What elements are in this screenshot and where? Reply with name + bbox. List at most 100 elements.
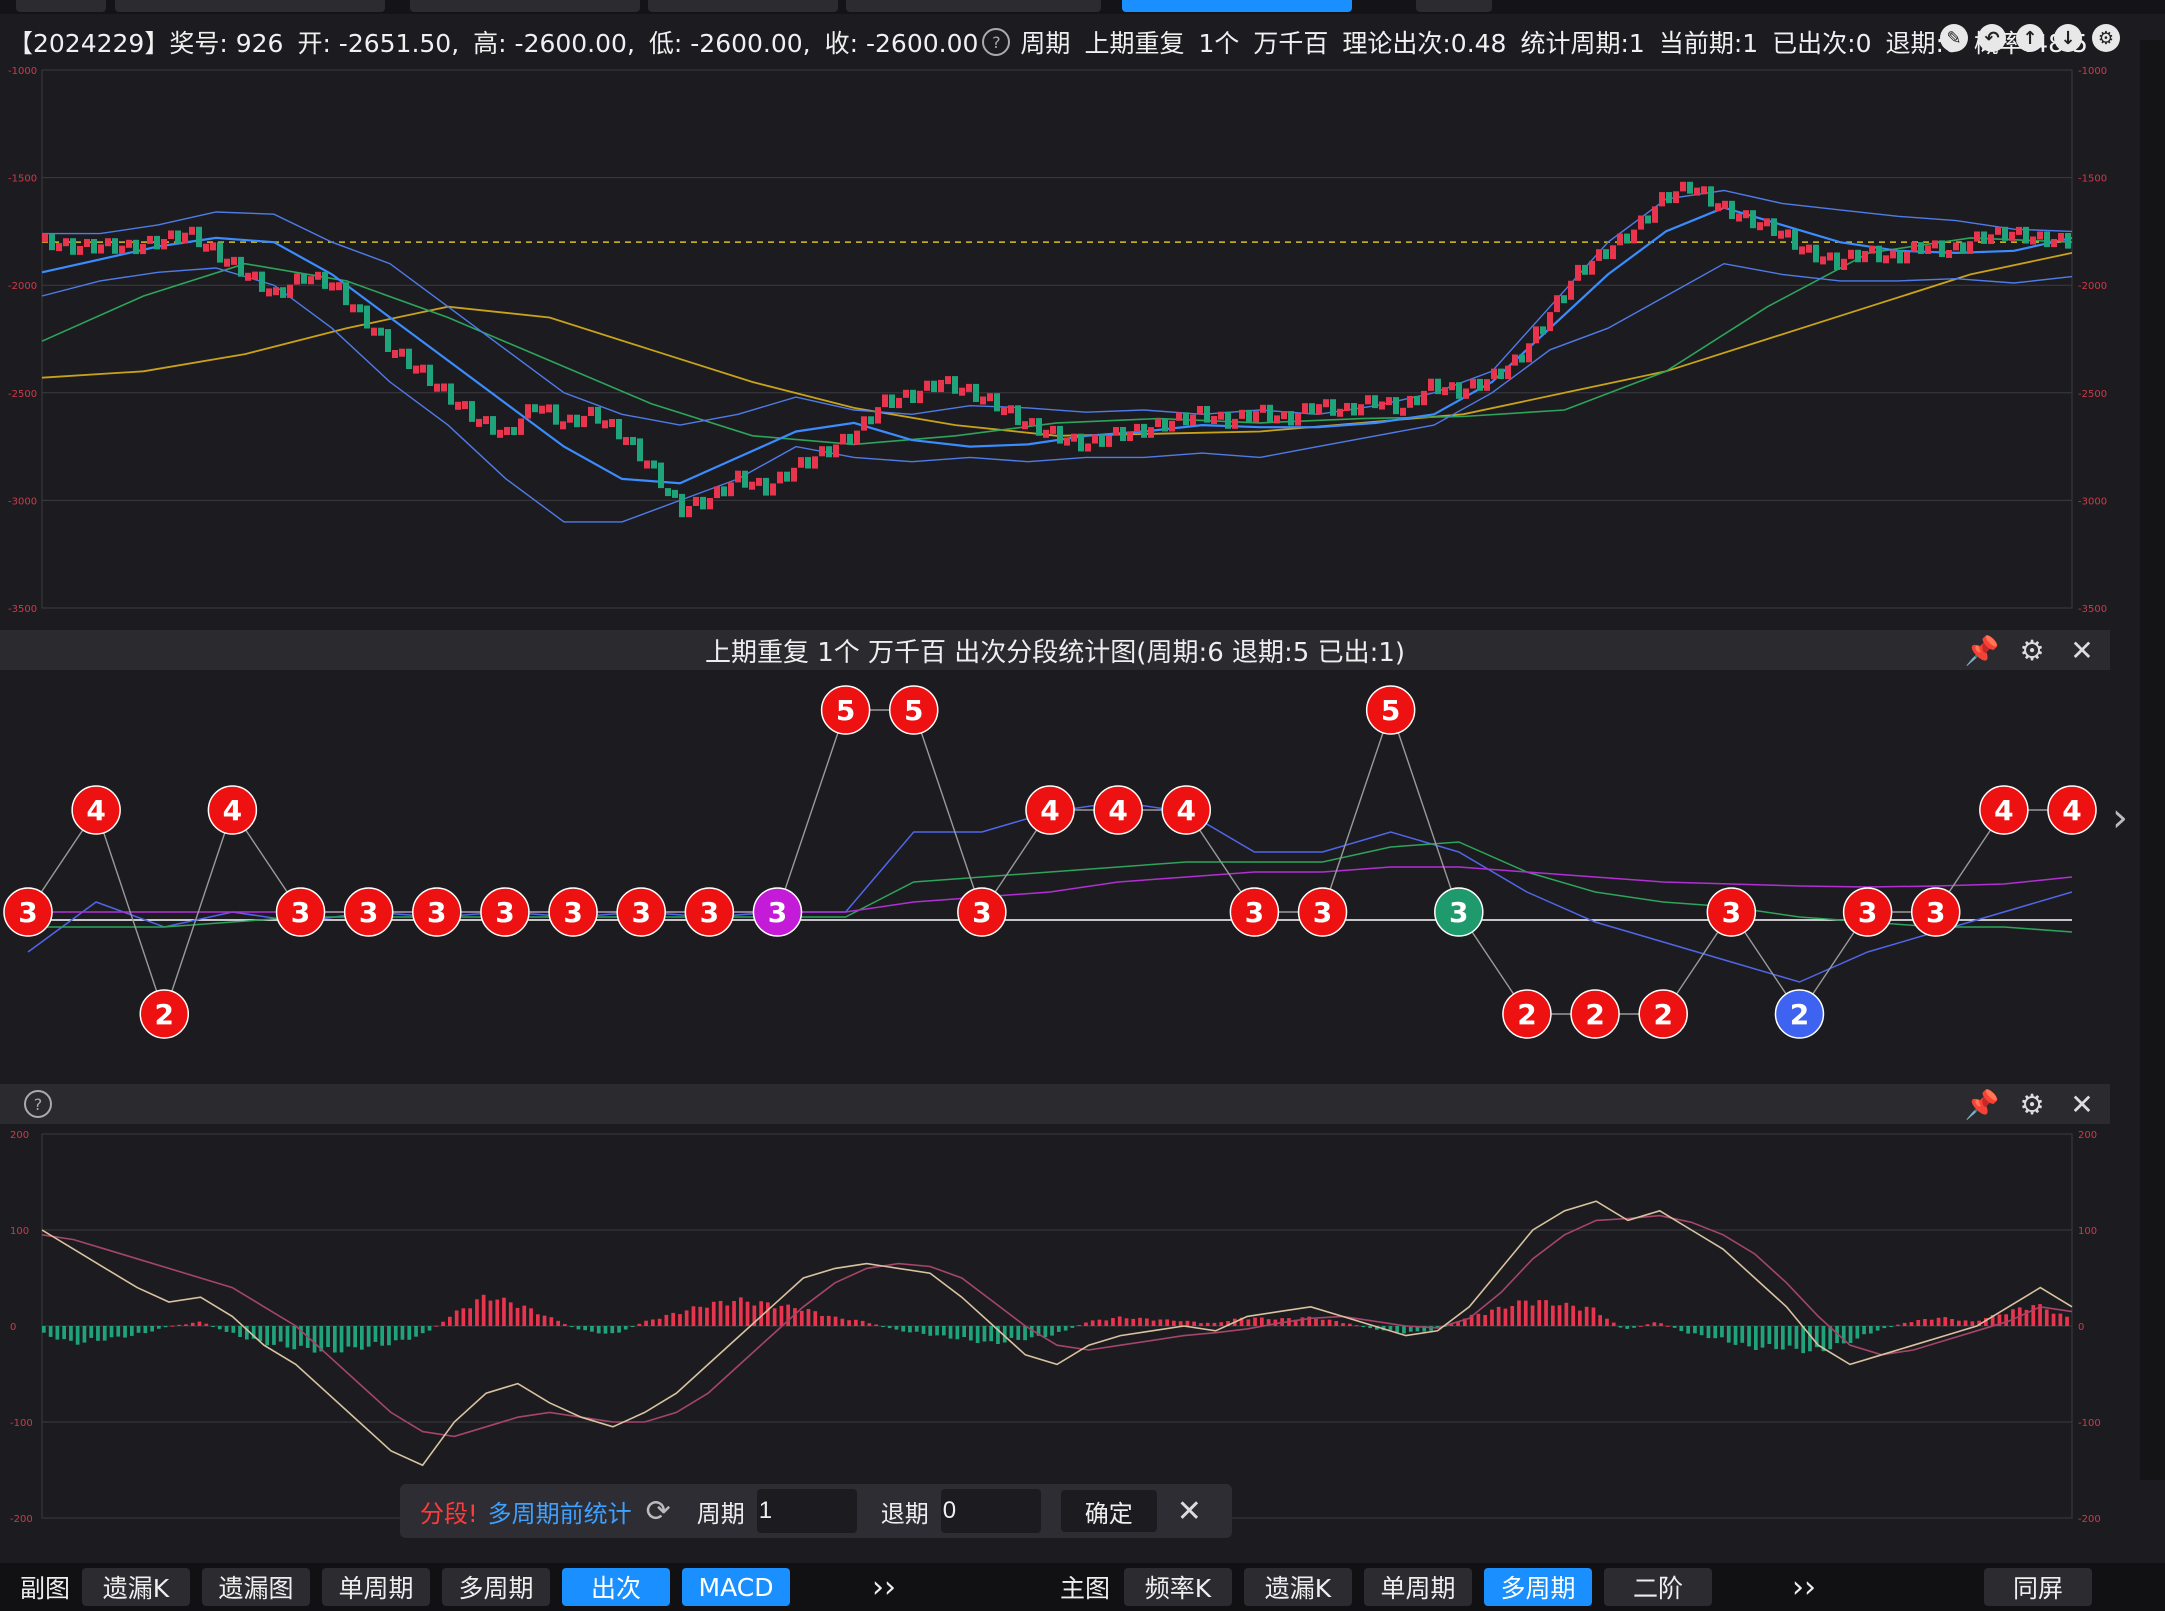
candle (756, 477, 762, 486)
candle (945, 376, 951, 385)
pin-icon[interactable]: 📌 (1964, 1087, 2000, 1121)
help-icon[interactable]: ? (24, 1090, 52, 1118)
gear-icon[interactable]: ⚙ (2019, 1087, 2045, 1121)
macd-bar (1503, 1308, 1508, 1326)
main-item-omit-k[interactable]: 遗漏K (1244, 1568, 1352, 1606)
low-value: 低: -2600.00, (648, 29, 811, 58)
macd-bar (1611, 1322, 1616, 1326)
sub-item-omit-k[interactable]: 遗漏K (82, 1568, 190, 1606)
segment-node-label: 2 (1585, 998, 1604, 1031)
tab-3[interactable] (648, 0, 838, 12)
segment-node-label: 3 (291, 896, 310, 929)
sub-item-omit-chart[interactable]: 遗漏图 (202, 1568, 310, 1606)
pin-icon[interactable]: 📌 (1964, 633, 2000, 667)
macd-bar (468, 1308, 472, 1326)
macd-bar (224, 1326, 229, 1332)
macd-bar (982, 1326, 987, 1342)
candle (1218, 411, 1224, 420)
segment-node-label: 3 (1926, 896, 1945, 929)
main-tick-label-left: -2000 (8, 281, 37, 292)
macd-bar (1023, 1326, 1027, 1341)
macd-bar (1070, 1326, 1075, 1328)
macd-bar (1314, 1319, 1318, 1326)
period-label[interactable]: 周期 (1020, 29, 1071, 58)
segment-nodes: 3 4 2 4 3 3 3 3 3 3 3 3 5 5 3 4 4 4 3 3 5 3 2 2 2 3 2 3 3 4 4 (3, 685, 2097, 1039)
tab-add[interactable] (1416, 0, 1492, 12)
macd-bar (272, 1326, 276, 1345)
main-item-multi-period[interactable]: 多周期 (1484, 1568, 1592, 1606)
macd-bar (1679, 1326, 1684, 1331)
arrow-down-icon[interactable]: ↓ (2054, 24, 2082, 52)
candle (217, 242, 223, 263)
candle (686, 506, 692, 518)
info-bar: 【2024229】奖号: 926 开: -2651.50, 高: -2600.0… (0, 20, 2120, 64)
sub-item-multi-period[interactable]: 多周期 (442, 1568, 550, 1606)
chart-controls: ✎ ↶ ↑ ↓ ⚙ (1940, 24, 2120, 52)
macd-bar (400, 1326, 405, 1340)
multi-stat-label[interactable]: 多周期前统计 (487, 1499, 632, 1528)
segment-node-label: 4 (1994, 794, 2013, 827)
candle (1246, 409, 1252, 423)
help-icon[interactable]: ? (982, 28, 1011, 56)
macd-bar (1720, 1326, 1724, 1338)
macd-bar (529, 1308, 533, 1326)
macd-bar (610, 1326, 615, 1334)
macd-bar (921, 1326, 926, 1334)
chevron-right-icon[interactable]: › (2112, 795, 2128, 841)
period-input[interactable] (756, 1489, 857, 1533)
macd-bar (1449, 1323, 1454, 1326)
main-item-freq-k[interactable]: 频率K (1124, 1568, 1232, 1606)
macd-bar (1111, 1318, 1115, 1326)
close-icon[interactable]: ✕ (2070, 1087, 2094, 1121)
macd-bar (508, 1302, 513, 1326)
segment-chart[interactable]: 3 4 2 4 3 3 3 3 3 3 3 3 5 5 3 4 4 4 3 3 5 3 2 2 2 3 2 3 3 4 4 (0, 672, 2110, 1082)
settings-icon[interactable]: ⚙ (2092, 24, 2120, 52)
gear-icon[interactable]: ⚙ (2019, 633, 2045, 667)
candle (714, 486, 720, 499)
macd-bar (1239, 1317, 1244, 1326)
sub-more-icon[interactable]: ›› (872, 1569, 896, 1605)
macd-bar (1862, 1326, 1866, 1335)
sub-item-macd[interactable]: MACD (682, 1568, 790, 1606)
same-screen-button[interactable]: 同屏 (1984, 1568, 2092, 1606)
refresh-icon[interactable]: ⟳ (645, 1493, 671, 1529)
candle (1407, 395, 1413, 408)
macd-bar (1178, 1321, 1183, 1326)
back-icon[interactable]: ↶ (1978, 24, 2006, 52)
main-more-icon[interactable]: ›› (1792, 1569, 1816, 1605)
tab-2[interactable] (410, 0, 640, 12)
confirm-button[interactable]: 确定 (1060, 1490, 1157, 1532)
main-item-single-period[interactable]: 单周期 (1364, 1568, 1472, 1606)
tab-1[interactable] (115, 0, 385, 12)
sub-item-single-period[interactable]: 单周期 (322, 1568, 430, 1606)
main-item-second-order[interactable]: 二阶 (1604, 1568, 1712, 1606)
macd-bar (170, 1325, 175, 1327)
main-chart[interactable]: -1000 -1500 -2000 -2500 -3000 -3500 -1000 -150… (0, 64, 2110, 624)
candle (280, 287, 286, 298)
candle (539, 405, 545, 414)
segment-label[interactable]: 分段! (420, 1499, 478, 1528)
back-input[interactable] (940, 1489, 1041, 1533)
edit-icon[interactable]: ✎ (1940, 24, 1968, 52)
tab-4[interactable] (846, 0, 1101, 12)
macd-bar (1327, 1319, 1332, 1326)
main-chart-label: 主图 (1060, 1574, 1111, 1603)
segment-node-label: 3 (18, 896, 37, 929)
candle (1701, 186, 1707, 195)
macd-chart[interactable]: 200 100 0 -100 -200 200 100 0 -100 -200 (0, 1126, 2110, 1526)
macd-bar (935, 1326, 939, 1336)
close-icon[interactable]: ✕ (2070, 633, 2094, 667)
tab-home[interactable] (16, 0, 106, 12)
arrow-up-icon[interactable]: ↑ (2016, 24, 2044, 52)
candle (2016, 226, 2022, 235)
macd-bar (1882, 1326, 1887, 1329)
macd-bar (102, 1326, 107, 1341)
sub-item-appear[interactable]: 出次 (562, 1568, 670, 1606)
macd-bar (569, 1326, 574, 1327)
tab-active[interactable] (1122, 0, 1352, 12)
macd-bar (1963, 1320, 1968, 1326)
candle (1659, 192, 1665, 207)
close-icon[interactable]: ✕ (1176, 1493, 1202, 1529)
candle (1624, 233, 1630, 244)
candle (1911, 242, 1917, 252)
